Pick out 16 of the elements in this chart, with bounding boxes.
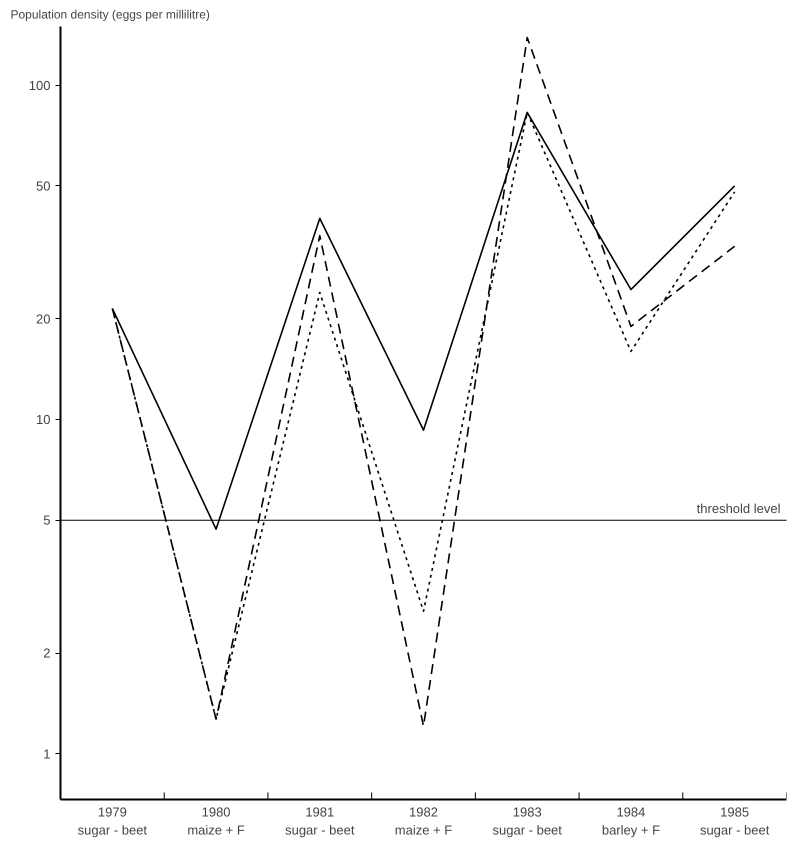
y-tick-label: 20: [36, 311, 51, 326]
x-tick-label: 1982 maize + F: [394, 804, 452, 838]
x-tick-label: 1985 sugar - beet: [700, 804, 770, 838]
y-tick-label: 5: [43, 512, 51, 528]
x-tick-label: 1979 sugar - beet: [78, 804, 148, 838]
x-tick-label: 1984 barley + F: [602, 804, 660, 838]
y-axis-title: Population density (eggs per millilitre): [10, 8, 210, 22]
y-tick-label: 2: [43, 646, 51, 661]
y-tick-label: 100: [28, 78, 51, 93]
ref-line-label: threshold level: [696, 501, 781, 516]
x-tick-label: 1983 sugar - beet: [492, 804, 562, 838]
x-tick-label: 1980 maize + F: [187, 804, 245, 838]
x-tick-label: 1981 sugar - beet: [285, 804, 355, 838]
y-tick-label: 1: [43, 746, 51, 762]
y-tick-label: 50: [36, 178, 51, 194]
y-tick-label: 10: [36, 412, 51, 428]
